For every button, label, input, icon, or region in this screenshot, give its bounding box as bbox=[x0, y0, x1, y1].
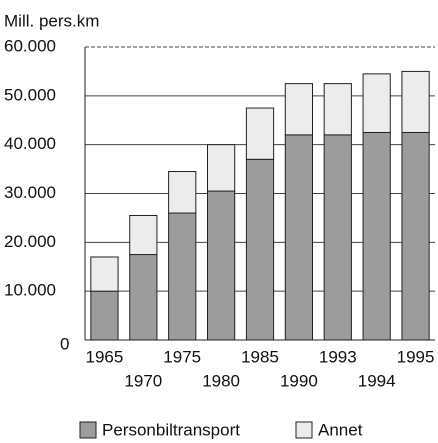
bar-segment bbox=[207, 144, 236, 192]
x-tick-label: 1995 bbox=[397, 347, 435, 366]
y-tick-label: 30.000 bbox=[4, 183, 56, 202]
bar-segment bbox=[284, 83, 313, 136]
x-tick-label: 1994 bbox=[358, 371, 396, 390]
y-tick-label: 20.000 bbox=[4, 232, 56, 251]
x-tick-label: 1970 bbox=[124, 371, 162, 390]
y-tick-label: 50.000 bbox=[4, 85, 56, 104]
x-tick-label: 1990 bbox=[280, 371, 318, 390]
bar-segment bbox=[245, 158, 275, 341]
y-tick-label: 60.000 bbox=[4, 36, 56, 55]
bar-segment bbox=[362, 131, 391, 341]
bar-segment bbox=[129, 214, 158, 256]
y-tick-label: 0 bbox=[60, 334, 69, 353]
bar-segment bbox=[401, 131, 430, 341]
legend-swatch bbox=[79, 421, 97, 439]
x-tick-label: 1975 bbox=[163, 347, 201, 366]
y-tick-label: 40.000 bbox=[4, 134, 56, 153]
bar-segment bbox=[168, 212, 197, 341]
bar-segment bbox=[129, 254, 158, 341]
y-axis-label: Mill. pers.km bbox=[4, 11, 99, 30]
bar-segment bbox=[323, 134, 352, 341]
x-tick-label: 1980 bbox=[202, 371, 240, 390]
bar-segment bbox=[90, 256, 119, 292]
y-tick-label: 10.000 bbox=[4, 281, 56, 300]
legend-label: Personbiltransport bbox=[102, 420, 240, 439]
bar-segment bbox=[207, 190, 236, 341]
x-tick-label: 1985 bbox=[241, 347, 279, 366]
bar-segment bbox=[168, 171, 197, 214]
bar-segment bbox=[323, 83, 352, 136]
bar-segment bbox=[245, 107, 275, 160]
bar-segment bbox=[362, 73, 391, 133]
legend-label: Annet bbox=[318, 420, 363, 439]
x-tick-label: 1993 bbox=[319, 347, 357, 366]
bar-segment bbox=[90, 290, 119, 341]
bar-segment bbox=[401, 70, 430, 133]
bar-segment bbox=[284, 134, 313, 341]
legend-swatch bbox=[295, 421, 313, 439]
x-tick-label: 1965 bbox=[86, 347, 124, 366]
